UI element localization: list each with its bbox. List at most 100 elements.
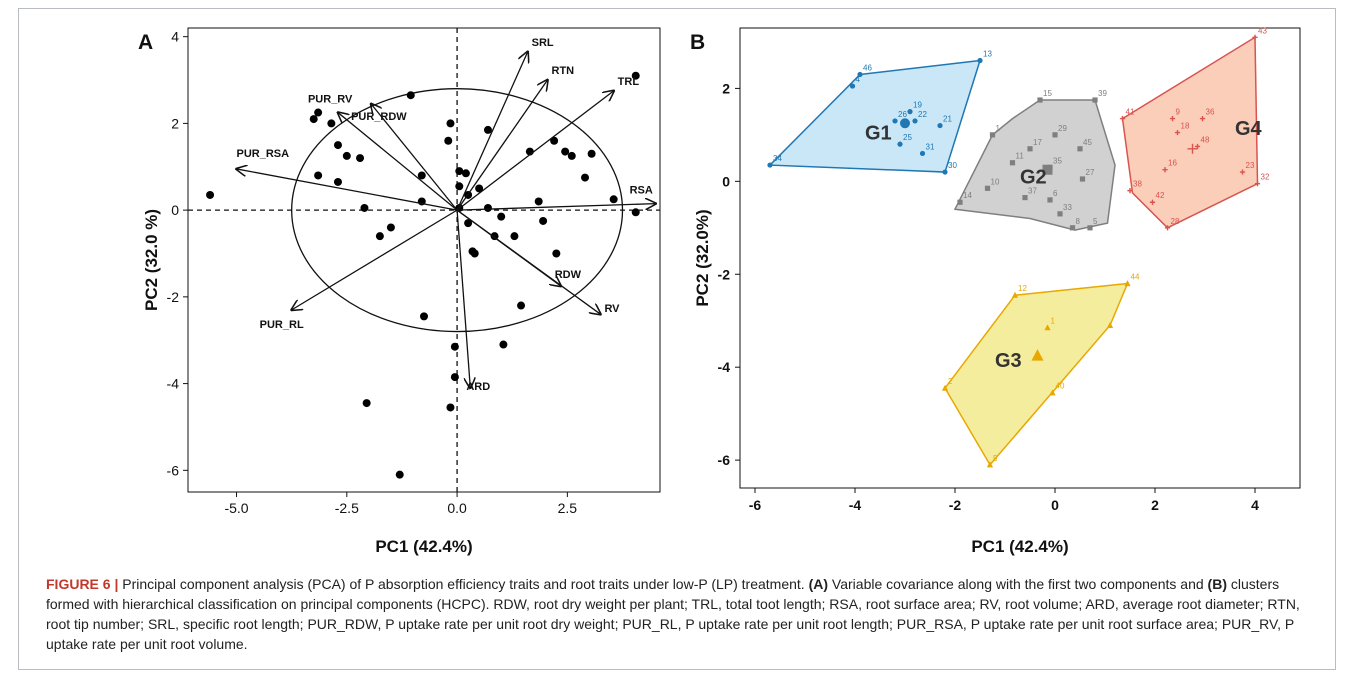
- panel-a-observation-point: [567, 151, 576, 160]
- panel-a-observation-point: [333, 177, 342, 186]
- panel-b-point-id: 12: [1018, 284, 1027, 293]
- panel-b-point-id: 35: [1053, 156, 1062, 165]
- panel-a-observation-point: [314, 171, 323, 180]
- panel-b-x-tick-label: -6: [749, 497, 762, 513]
- panel-a-loading-vector: [456, 209, 600, 314]
- panel-b-point-id: 26: [898, 110, 907, 119]
- panel-b-cluster-centroid: [1042, 164, 1053, 175]
- panel-a-observation-point: [470, 249, 479, 258]
- panel-b-cluster-point: [1124, 280, 1131, 287]
- panel-a-observation-point: [206, 190, 215, 199]
- panel-a-observation-point: [342, 151, 351, 160]
- panel-b-point-id: 9: [1176, 108, 1181, 117]
- panel-b-point-id: 23: [1246, 161, 1255, 170]
- panel-a-observation-point: [609, 195, 618, 204]
- panel-b-cluster-point: [1254, 181, 1261, 187]
- panel-b-x-tick-label: -2: [949, 497, 962, 513]
- panel-a-y-tick-label: 0: [171, 202, 179, 218]
- panel-b-cluster-point: [1011, 291, 1019, 298]
- panel-a-observation-point: [534, 197, 543, 206]
- panel-b-point-id: 38: [1133, 180, 1142, 189]
- panel-b-cluster-point: [1037, 97, 1043, 103]
- caption-label: FIGURE 6 |: [46, 576, 119, 592]
- panel-a-observation-point: [417, 171, 426, 180]
- panel-a-y-tick-label: 4: [171, 29, 179, 45]
- panel-a-observation-point: [450, 373, 459, 382]
- panel-a-observation-point: [552, 249, 561, 258]
- panel-a-loading-vector: [292, 209, 458, 310]
- panel-a-y-tick-label: -2: [167, 289, 180, 305]
- panel-a-observation-point: [327, 119, 336, 128]
- panel-b-point-id: 42: [1156, 191, 1165, 200]
- caption-text-3: clusters formed with hierarchical classi…: [46, 576, 1300, 652]
- panel-b-cluster-point: [1077, 146, 1083, 152]
- panel-b-cluster-point: [989, 132, 996, 138]
- panel-a-loading-vector: [338, 113, 458, 211]
- panel-b-cluster-point: [849, 83, 856, 89]
- panel-a-vector-label: PUR_RSA: [237, 148, 290, 160]
- caption-text-2: Variable covariance along with the first…: [828, 576, 1208, 592]
- panel-a-letter: A: [138, 31, 153, 54]
- panel-b-point-id: 33: [1063, 203, 1072, 212]
- panel-b-cluster-point: [941, 384, 949, 391]
- panel-b-point-id: 27: [1086, 168, 1095, 177]
- panel-b-cluster-point: [1079, 176, 1086, 182]
- panel-b-cluster-point: [1149, 199, 1156, 205]
- panel-a-observation-point: [510, 232, 519, 241]
- panel-b-point-id: 40: [1056, 382, 1065, 391]
- panel-b-cluster-point: [1164, 225, 1171, 231]
- panel-a-vector-label: RTN: [552, 65, 575, 77]
- panel-b-cluster-point: [977, 57, 983, 64]
- panel-b-cluster-point: [1044, 324, 1051, 331]
- panel-b-cluster-point: [986, 461, 994, 468]
- panel-a-vector-label: TRL: [618, 76, 640, 88]
- panel-a-observation-point: [375, 232, 384, 241]
- panel-b-cluster-point: [1106, 321, 1114, 328]
- panel-b-point-id: 31: [926, 142, 935, 151]
- panel-a-loading-vector: [371, 104, 458, 211]
- panel-a-observation-point: [587, 149, 596, 158]
- panel-a-observation-point: [464, 219, 473, 228]
- panel-b-point-id: 45: [1083, 138, 1092, 147]
- panel-a-observation-point: [483, 203, 492, 212]
- panel-a-observation-point: [461, 169, 470, 178]
- panel-b-cluster-point: [1169, 116, 1176, 122]
- panel-b-x-tick-label: 0: [1051, 497, 1059, 513]
- panel-b-cluster-point: [1027, 146, 1033, 152]
- panel-a-observation-point: [483, 125, 492, 134]
- panel-b-letter: B: [690, 31, 705, 54]
- panel-b-cluster-point: [1252, 34, 1258, 40]
- panel-b-cluster-point: [1162, 167, 1168, 173]
- panel-b-point-id: 1: [1051, 317, 1056, 326]
- panel-a-observation-point: [581, 173, 590, 182]
- panel-a-y-tick-label: 2: [171, 115, 179, 131]
- panel-b-cluster-point: [1087, 225, 1093, 231]
- panel-b-cluster-centroid: [900, 118, 910, 129]
- panel-b-point-id: 30: [948, 161, 957, 170]
- panel-b-cluster-point: [1049, 389, 1056, 396]
- panel-b-cluster-point: [919, 150, 926, 157]
- caption-bold-a: (A): [808, 576, 829, 592]
- panel-b-point-id: 10: [991, 177, 1000, 186]
- panel-a-x-axis-label: PC1 (42.4%): [375, 537, 472, 556]
- panel-b-point-id: 2: [948, 377, 953, 386]
- panel-a-observation-point: [539, 216, 548, 225]
- panel-b-x-tick-label: 2: [1151, 497, 1159, 513]
- panel-b-cluster-point: [1047, 197, 1053, 203]
- panel-b-y-tick-label: -4: [718, 359, 731, 375]
- panel-b-x-tick-label: -4: [849, 497, 862, 513]
- panel-b-cluster-point: [1009, 160, 1016, 166]
- panel-b-cluster-point: [1199, 116, 1206, 122]
- panel-a-observation-point: [314, 108, 323, 117]
- panel-b: B -6 -4 -2 0 2 4 -6 -4 -2 0 2 PC1 (42.4%) PC2 (32.0%)…: [690, 26, 1301, 556]
- panel-a-vector-label: RDW: [555, 269, 582, 281]
- panel-b-cluster-point: [1069, 225, 1076, 231]
- panel-b-point-id: 32: [1261, 173, 1270, 182]
- panel-a-observation-point: [455, 167, 464, 176]
- panel-b-cluster-point: [1119, 116, 1126, 122]
- panel-a-x-tick-label: -5.0: [224, 500, 248, 516]
- panel-b-cluster-point: [892, 118, 898, 124]
- panel-b-point-id: 29: [1058, 124, 1067, 133]
- panel-b-point-id: 11: [1016, 152, 1025, 161]
- panel-b-y-tick-label: -6: [718, 452, 731, 468]
